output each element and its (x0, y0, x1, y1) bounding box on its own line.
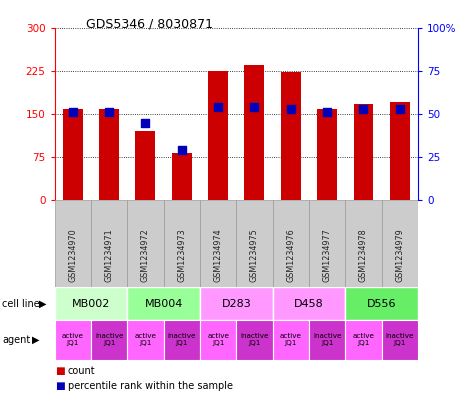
Text: ▶: ▶ (39, 299, 47, 309)
Text: D556: D556 (367, 299, 397, 309)
Bar (99, 109, 119, 200)
Text: GDS5346 / 8030871: GDS5346 / 8030871 (86, 18, 212, 31)
Bar (390, 103, 410, 200)
Text: inactive
JQ1: inactive JQ1 (386, 333, 414, 347)
Text: active
JQ1: active JQ1 (280, 333, 302, 347)
Bar (345, 320, 381, 360)
Bar (127, 287, 200, 320)
Bar (237, 320, 273, 360)
Text: active
JQ1: active JQ1 (134, 333, 156, 347)
Bar (309, 200, 345, 287)
Bar (200, 200, 237, 287)
Bar (273, 320, 309, 360)
Point (287, 106, 294, 112)
Text: GSM1234972: GSM1234972 (141, 228, 150, 282)
Text: inactive
JQ1: inactive JQ1 (168, 333, 196, 347)
Text: inactive
JQ1: inactive JQ1 (313, 333, 342, 347)
Bar (127, 320, 163, 360)
Text: GSM1234979: GSM1234979 (395, 228, 404, 282)
Bar (345, 287, 418, 320)
Point (69, 109, 76, 116)
Point (360, 106, 367, 112)
Bar (317, 109, 337, 200)
Text: MB002: MB002 (72, 299, 110, 309)
Bar (381, 200, 418, 287)
Text: inactive
JQ1: inactive JQ1 (95, 333, 124, 347)
Text: inactive
JQ1: inactive JQ1 (240, 333, 269, 347)
Bar (127, 200, 163, 287)
Text: active
JQ1: active JQ1 (62, 333, 84, 347)
Point (323, 109, 331, 116)
Text: percentile rank within the sample: percentile rank within the sample (68, 381, 233, 391)
Bar (208, 71, 228, 200)
Point (396, 106, 404, 112)
Text: MB004: MB004 (144, 299, 183, 309)
Text: GSM1234970: GSM1234970 (68, 228, 77, 282)
Point (105, 109, 113, 116)
Bar (353, 104, 373, 200)
Bar (281, 72, 301, 200)
Bar (245, 65, 265, 200)
Bar (91, 320, 127, 360)
Bar (55, 200, 91, 287)
Text: GSM1234973: GSM1234973 (177, 228, 186, 282)
Bar (55, 287, 127, 320)
Text: count: count (68, 366, 95, 376)
Bar (273, 200, 309, 287)
Point (178, 147, 186, 153)
Bar (172, 153, 192, 200)
Bar (63, 109, 83, 200)
Bar (163, 200, 200, 287)
Text: ■: ■ (55, 366, 65, 376)
Bar (345, 200, 381, 287)
Text: GSM1234977: GSM1234977 (323, 228, 332, 282)
Point (142, 119, 149, 126)
Text: GSM1234971: GSM1234971 (104, 228, 114, 282)
Text: GSM1234976: GSM1234976 (286, 228, 295, 282)
Text: active
JQ1: active JQ1 (207, 333, 229, 347)
Text: active
JQ1: active JQ1 (352, 333, 374, 347)
Text: ■: ■ (55, 381, 65, 391)
Bar (237, 200, 273, 287)
Text: cell line: cell line (2, 299, 40, 309)
Bar (273, 287, 345, 320)
Text: ▶: ▶ (32, 335, 40, 345)
Bar (135, 131, 155, 200)
Text: D458: D458 (294, 299, 324, 309)
Bar (91, 200, 127, 287)
Text: GSM1234974: GSM1234974 (214, 228, 223, 282)
Text: GSM1234975: GSM1234975 (250, 228, 259, 282)
Point (251, 104, 258, 110)
Bar (200, 287, 273, 320)
Bar (200, 320, 237, 360)
Text: GSM1234978: GSM1234978 (359, 228, 368, 282)
Bar (381, 320, 418, 360)
Text: agent: agent (2, 335, 30, 345)
Bar (163, 320, 200, 360)
Text: D283: D283 (221, 299, 251, 309)
Bar (55, 320, 91, 360)
Point (214, 104, 222, 110)
Bar (309, 320, 345, 360)
